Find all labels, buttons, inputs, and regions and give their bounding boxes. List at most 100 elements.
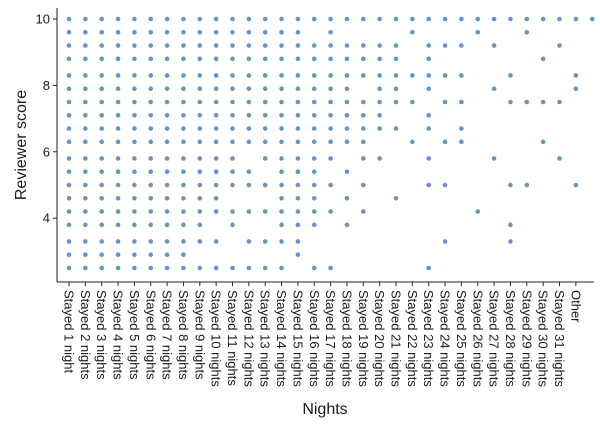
data-point (197, 195, 203, 201)
data-point (213, 265, 219, 271)
x-tick-label: Stayed 26 nights (470, 290, 485, 387)
y-axis-title: Reviewer score (13, 90, 30, 200)
data-point (115, 222, 121, 228)
data-point (279, 99, 284, 105)
data-point (344, 139, 350, 145)
data-point (66, 209, 72, 214)
data-point (508, 222, 513, 228)
data-point (459, 43, 464, 48)
data-point (197, 29, 203, 35)
data-point (524, 182, 530, 188)
data-point (262, 182, 268, 188)
data-point (164, 126, 170, 131)
data-point (99, 156, 104, 161)
data-point (377, 112, 382, 118)
data-point (197, 56, 203, 62)
data-point (99, 252, 104, 258)
data-point (230, 112, 235, 118)
data-point (295, 169, 301, 175)
x-tick-label: Stayed 27 nights (487, 290, 502, 387)
data-point (66, 16, 72, 22)
data-point (393, 86, 399, 92)
data-point (246, 73, 252, 78)
data-point (246, 29, 252, 35)
data-point (83, 16, 88, 22)
y-tick-label: 4 (43, 211, 50, 226)
data-point (246, 99, 252, 105)
data-point (83, 56, 88, 62)
data-point (115, 195, 121, 201)
data-point (246, 16, 252, 22)
data-point (213, 73, 219, 78)
data-point (132, 29, 137, 35)
data-point (99, 16, 104, 22)
data-point (148, 56, 154, 62)
data-point (279, 29, 284, 35)
data-point (213, 56, 219, 62)
data-point (377, 156, 382, 161)
data-point (426, 265, 432, 271)
data-point (262, 29, 268, 35)
data-point (66, 56, 72, 62)
data-point (83, 209, 88, 214)
data-point (132, 265, 137, 271)
data-point (148, 252, 154, 258)
data-point (377, 73, 382, 78)
data-point (344, 195, 350, 201)
data-point (557, 43, 562, 48)
data-point (164, 112, 170, 118)
data-point (426, 126, 432, 131)
data-point (181, 86, 186, 92)
data-point (426, 182, 432, 188)
data-point (361, 99, 366, 105)
data-point (99, 139, 104, 145)
data-point (132, 156, 137, 161)
data-point (99, 29, 104, 35)
data-point (508, 73, 513, 78)
data-point (262, 43, 268, 48)
data-point (132, 56, 137, 62)
data-point (459, 126, 464, 131)
data-point (99, 86, 104, 92)
data-point (311, 56, 317, 62)
data-point (262, 209, 268, 214)
data-point (311, 43, 317, 48)
data-point (230, 182, 235, 188)
data-point (540, 56, 546, 62)
data-point (181, 209, 186, 214)
data-point (132, 99, 137, 105)
data-point (508, 239, 513, 244)
data-point (377, 56, 382, 62)
data-point (148, 29, 154, 35)
data-point (148, 195, 154, 201)
data-point (164, 99, 170, 105)
data-point (181, 195, 186, 201)
data-point (344, 16, 350, 22)
data-point (361, 126, 366, 131)
data-point (295, 239, 301, 244)
data-point (246, 139, 252, 145)
data-point (148, 16, 154, 22)
data-point (459, 139, 464, 145)
data-point (295, 16, 301, 22)
data-point (295, 86, 301, 92)
data-point (66, 182, 72, 188)
data-point (148, 169, 154, 175)
data-point (295, 112, 301, 118)
data-point (132, 239, 137, 244)
data-point (132, 252, 137, 258)
data-point (393, 43, 399, 48)
data-point (262, 112, 268, 118)
data-point (115, 139, 121, 145)
data-point (246, 182, 252, 188)
x-tick-label: Stayed 14 nights (274, 290, 289, 387)
data-point (328, 126, 333, 131)
data-point (344, 99, 350, 105)
data-point (213, 195, 219, 201)
data-point (573, 73, 579, 78)
y-tick-label: 10 (36, 12, 50, 27)
data-point (115, 16, 121, 22)
data-point (99, 169, 104, 175)
data-point (132, 195, 137, 201)
